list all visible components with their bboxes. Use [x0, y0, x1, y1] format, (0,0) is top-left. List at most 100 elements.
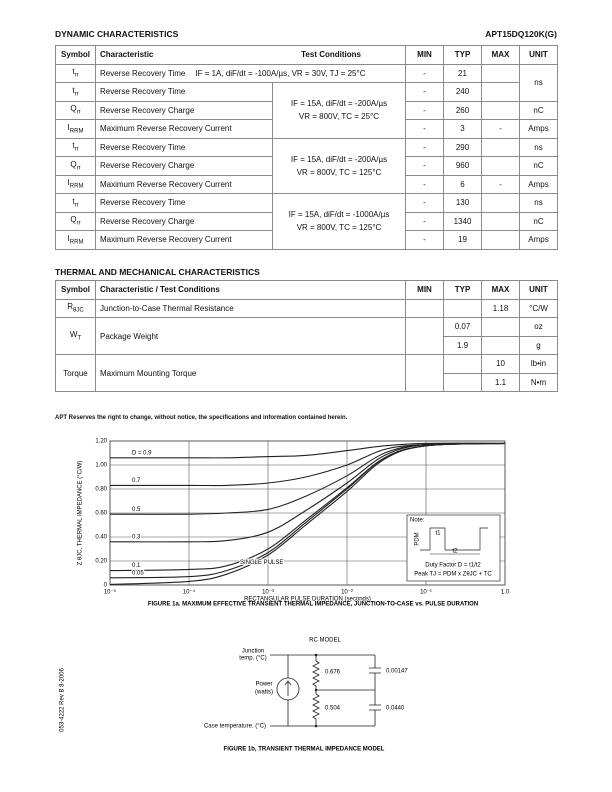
rc-junction: Junction: [242, 649, 264, 655]
y-tick-label: 1.00: [95, 463, 107, 469]
part-number: APT15DQ120K(G): [485, 29, 557, 39]
test-condition: VR = 800V, TC = 125°C: [296, 223, 382, 233]
table-row: IRRM Maximum Reverse Recovery Current -19 A…: [55, 230, 558, 250]
curve-label: 0.05: [132, 570, 144, 576]
table-row: Qrr Reverse Recovery Charge -260 nC: [55, 100, 558, 120]
unit: ns: [519, 63, 558, 102]
symbol: I: [67, 233, 70, 243]
curve-label: 0.05: [132, 570, 144, 576]
unit: Amps: [519, 119, 558, 139]
symbol-cell: WT: [55, 317, 96, 355]
rc-junction: temp. (°C): [239, 656, 266, 662]
unit: ns: [519, 137, 558, 157]
curve-label: 0.3: [132, 534, 141, 540]
y-tick-label: 0.40: [95, 535, 107, 541]
symbol: t: [72, 141, 75, 151]
symbol: I: [67, 122, 70, 132]
column-header: Characteristic: [100, 50, 154, 60]
symbol-subscript: rr: [76, 165, 81, 172]
curve-label: 0.7: [132, 478, 141, 484]
symbol-subscript: RRM: [69, 128, 84, 135]
column-header: Test Conditions: [301, 50, 361, 60]
curve-label: 0.7: [132, 478, 141, 484]
characteristic: Maximum Reverse Recovery Current: [95, 119, 273, 139]
symbol-cell: IRRM: [55, 174, 96, 194]
symbol-subscript: rr: [74, 73, 79, 80]
y-tick-label: 0: [104, 583, 108, 589]
side-text: 053-4222 Rev B 8-2006: [60, 667, 66, 731]
rc-c: 0.0440: [386, 706, 405, 712]
x-tick-label: 10⁻⁴: [183, 589, 196, 596]
header-row: Symbol Characteristic Test Conditions MIN TY…: [55, 45, 558, 65]
test-condition: VR = 800V, TC = 125°C: [296, 167, 382, 177]
note-t1: t1: [435, 531, 441, 537]
note-t2: t2: [452, 549, 458, 555]
unit: nC: [519, 211, 558, 231]
symbol: t: [72, 196, 75, 206]
curve: [110, 442, 506, 459]
rc-case: Case temperature. (°C): [204, 724, 266, 730]
symbol-subscript: rr: [74, 202, 79, 209]
section-title: THERMAL AND MECHANICAL CHARACTERISTICS: [55, 267, 260, 277]
x-tick-label: 10⁻³: [262, 590, 274, 596]
min: -: [405, 174, 444, 194]
rc-title: RC MODEL: [309, 638, 341, 644]
curve-label: SINGLE PULSE: [240, 560, 283, 566]
x-axis-label: RECTANGULAR PULSE DURATION (seconds): [244, 597, 371, 603]
node: [314, 688, 318, 692]
characteristic: Reverse Recovery Charge: [95, 156, 273, 176]
curve-label: 0.5: [132, 507, 141, 513]
unit: N•m: [519, 372, 558, 392]
unit: Amps: [519, 174, 558, 194]
rc-power: (watts): [255, 690, 273, 696]
note-duty: Duty Factor D = t1/t2: [425, 563, 481, 569]
symbol-subscript: rr: [74, 91, 79, 98]
symbol-subscript: RRM: [69, 239, 84, 246]
test-condition: IF = 15A, diF/dt = -200A/µs: [290, 154, 388, 164]
symbol-subscript: rr: [74, 147, 79, 154]
curve-label: D = 0.9: [132, 450, 152, 456]
symbol: Q: [70, 159, 77, 169]
node: [314, 724, 318, 728]
test-condition: IF = 15A, diF/dt = -200A/µs: [290, 99, 388, 109]
symbol: t: [72, 67, 75, 77]
node: [314, 653, 318, 657]
table-row: Torque Maximum Mounting Torque 10 lb•in: [55, 354, 558, 392]
x-tick-label: 10⁻¹: [420, 590, 432, 596]
curve-label: 0.1: [132, 563, 141, 569]
characteristic: Reverse Recovery Time: [95, 137, 273, 157]
symbol-cell: trr: [55, 137, 96, 157]
note-pdm: PDM: [415, 532, 421, 545]
curve: [109, 442, 506, 585]
characteristic: Maximum Reverse Recovery Current: [95, 230, 273, 250]
test-condition: VR = 800V, TC = 25°C: [298, 112, 380, 122]
rc-wires: [270, 654, 376, 727]
symbol-subscript: θJC: [73, 308, 84, 315]
rc-r: 0.676: [325, 670, 341, 676]
y-tick-label: 0.60: [95, 511, 107, 517]
x-tick-label: 10⁻²: [341, 590, 353, 596]
symbol: Q: [70, 215, 77, 225]
curve-label: 0.1: [132, 563, 141, 569]
characteristic: Reverse Recovery Charge: [95, 211, 273, 231]
characteristic-split: Reverse Recovery Time IF = 1A, diF/dt = -…: [100, 65, 401, 82]
resistor: [312, 660, 320, 687]
note-label: Note:: [410, 518, 425, 524]
header-split: Characteristic Test Conditions: [100, 46, 401, 63]
unit: Amps: [519, 230, 558, 250]
curve: [109, 442, 506, 543]
symbol: t: [72, 85, 75, 95]
table-row: 1.1 N•m: [56, 372, 558, 392]
curve-label: 0.3: [132, 534, 141, 540]
x-tick-label: 10⁻⁵: [104, 589, 117, 596]
characteristic: Maximum Mounting Torque: [95, 354, 406, 392]
thermal-table: Symbol Characteristic / Test Conditions MI…: [55, 280, 558, 392]
y-tick-label: 0.80: [95, 487, 107, 493]
symbol-subscript: rr: [76, 221, 81, 228]
header-row: Symbol Characteristic / Test Conditions MI…: [55, 280, 558, 300]
note-box: [406, 514, 501, 582]
unit: ns: [519, 193, 558, 213]
characteristic: Reverse Recovery Time: [100, 68, 186, 78]
table-row: Qrr Reverse Recovery Charge -960 nC: [55, 156, 558, 176]
